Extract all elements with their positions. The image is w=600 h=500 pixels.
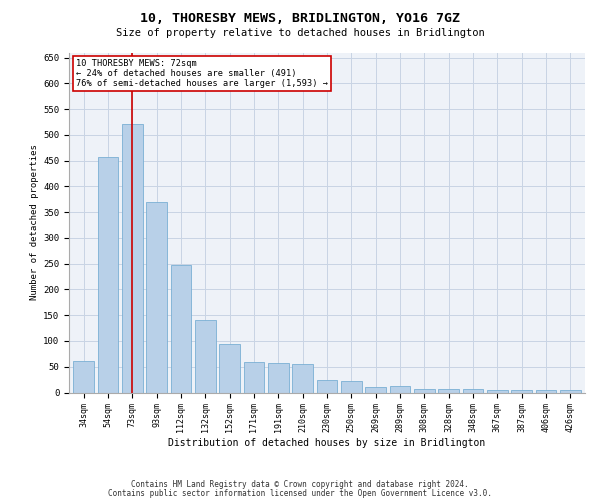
Bar [268,363,289,392]
Bar [560,390,581,392]
Text: 10 THORESBY MEWS: 72sqm
← 24% of detached houses are smaller (491)
76% of semi-d: 10 THORESBY MEWS: 72sqm ← 24% of detache… [76,58,328,88]
Bar [414,389,435,392]
Bar [73,360,94,392]
Text: Contains HM Land Registry data © Crown copyright and database right 2024.: Contains HM Land Registry data © Crown c… [131,480,469,489]
Bar [98,157,118,392]
X-axis label: Distribution of detached houses by size in Bridlington: Distribution of detached houses by size … [169,438,485,448]
Bar [244,362,265,392]
Bar [292,364,313,392]
Bar [365,388,386,392]
Y-axis label: Number of detached properties: Number of detached properties [30,144,39,300]
Bar [487,390,508,392]
Text: Contains public sector information licensed under the Open Government Licence v3: Contains public sector information licen… [108,488,492,498]
Bar [219,344,240,392]
Bar [317,380,337,392]
Bar [122,124,143,392]
Text: 10, THORESBY MEWS, BRIDLINGTON, YO16 7GZ: 10, THORESBY MEWS, BRIDLINGTON, YO16 7GZ [140,12,460,26]
Bar [536,390,556,392]
Bar [341,380,362,392]
Bar [439,389,459,392]
Bar [170,264,191,392]
Bar [195,320,215,392]
Bar [511,390,532,392]
Bar [463,390,484,392]
Text: Size of property relative to detached houses in Bridlington: Size of property relative to detached ho… [116,28,484,38]
Bar [146,202,167,392]
Bar [389,386,410,392]
